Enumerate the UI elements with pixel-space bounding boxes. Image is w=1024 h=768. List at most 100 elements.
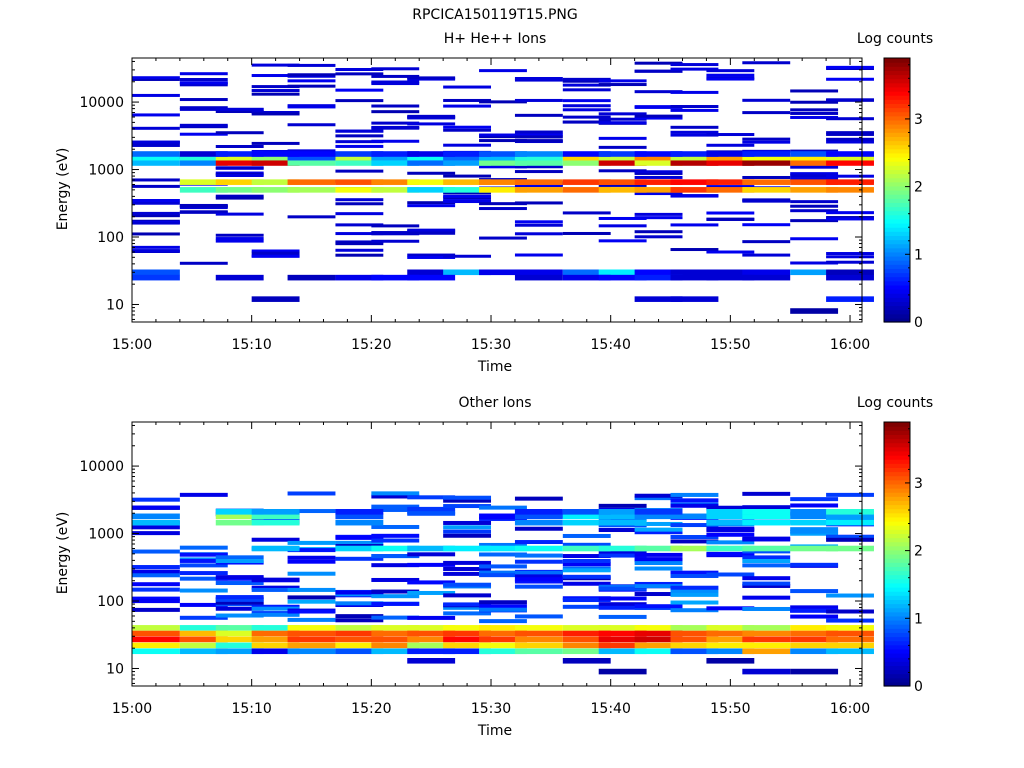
x-tick-label: 15:30 xyxy=(471,337,511,353)
colorbar-segment xyxy=(884,103,910,109)
colorbar-segment xyxy=(884,632,910,638)
heatmap-cell xyxy=(443,529,492,534)
heatmap-cell xyxy=(790,179,839,185)
colorbar-segment xyxy=(884,82,910,88)
heatmap-cell xyxy=(479,165,527,169)
heatmap-cell xyxy=(215,233,264,237)
heatmap-cell xyxy=(335,545,384,552)
heatmap-cell xyxy=(287,599,336,604)
heatmap-cell xyxy=(335,601,384,606)
heatmap-cell xyxy=(562,604,611,609)
heatmap-cell xyxy=(479,607,527,612)
heatmap-cell xyxy=(562,154,611,161)
heatmap-cell xyxy=(479,151,527,157)
heatmap-cell xyxy=(407,160,456,166)
heatmap-cell xyxy=(443,582,492,587)
heatmap-cell xyxy=(371,491,420,496)
heatmap-cell xyxy=(670,492,719,497)
heatmap-cell xyxy=(670,274,719,281)
heatmap-cell xyxy=(251,63,300,67)
heatmap-cell xyxy=(443,104,492,108)
heatmap-cell xyxy=(634,151,683,157)
heatmap-cell xyxy=(706,636,755,643)
heatmap-cell xyxy=(407,76,456,80)
heatmap-cell xyxy=(407,228,456,232)
x-tick-label: 15:20 xyxy=(351,337,391,353)
heatmap-cell xyxy=(598,642,647,649)
heatmap-cell xyxy=(670,296,719,302)
heatmap-cell xyxy=(670,194,719,198)
heatmap-cell xyxy=(706,551,755,556)
heatmap-cell xyxy=(742,491,791,496)
heatmap-cell xyxy=(634,561,683,566)
colorbar-segment xyxy=(884,115,910,121)
heatmap-cell xyxy=(634,527,683,532)
heatmap-cell xyxy=(407,151,456,157)
heatmap-cell xyxy=(634,592,683,597)
heatmap-cell xyxy=(443,648,492,655)
heatmap-cell xyxy=(826,252,874,256)
heatmap-cell xyxy=(706,505,755,510)
heatmap-cell xyxy=(132,151,180,157)
heatmap-cell xyxy=(179,648,228,655)
heatmap-cell xyxy=(335,202,384,206)
heatmap-cell xyxy=(335,144,384,148)
heatmap-cell xyxy=(132,221,180,225)
heatmap-cell xyxy=(215,642,264,649)
y-tick-label: 100 xyxy=(97,230,124,246)
heatmap-cell xyxy=(132,642,180,649)
heatmap-cell xyxy=(132,143,180,147)
heatmap-cell xyxy=(407,114,456,118)
heatmap-cell xyxy=(179,107,228,111)
heatmap-cell xyxy=(371,642,420,649)
heatmap-cell xyxy=(742,642,791,649)
heatmap-cell xyxy=(335,129,384,133)
heatmap-cell xyxy=(598,519,647,526)
heatmap-cell xyxy=(790,115,839,119)
heatmap-cell xyxy=(132,525,180,530)
colorbar-segment xyxy=(884,628,910,633)
heatmap-cell xyxy=(634,69,683,73)
heatmap-cell xyxy=(514,269,563,276)
heatmap-cell xyxy=(826,296,874,302)
heatmap-cell xyxy=(562,542,611,547)
heatmap-cell xyxy=(443,269,492,276)
heatmap-cell xyxy=(371,187,420,193)
colorbar-segment xyxy=(884,496,910,501)
heatmap-cell xyxy=(287,179,336,185)
colorbar-segment xyxy=(884,227,910,232)
colorbar-segment xyxy=(884,607,910,613)
heatmap-cell xyxy=(634,513,683,520)
colorbar-segment xyxy=(884,545,910,551)
heatmap-cell xyxy=(335,648,384,655)
heatmap-cell xyxy=(634,496,683,501)
heatmap-cell xyxy=(790,200,839,204)
heatmap-cell xyxy=(251,112,300,116)
heatmap-cell xyxy=(335,630,384,637)
colorbar-segment xyxy=(884,483,910,489)
colorbar-tick-label: 3 xyxy=(914,476,923,492)
heatmap-cell xyxy=(371,615,420,620)
heatmap-cell xyxy=(514,642,563,649)
colorbar-segment xyxy=(884,239,910,245)
heatmap-cell xyxy=(742,576,791,581)
heatmap-cell xyxy=(407,506,456,511)
heatmap-cell xyxy=(287,84,336,88)
colorbar-segment xyxy=(884,280,910,286)
colorbar-segment xyxy=(884,251,910,257)
heatmap-cell xyxy=(179,492,228,497)
colorbar-segment xyxy=(884,566,910,572)
heatmap-cell xyxy=(742,175,791,179)
heatmap-cell xyxy=(215,559,264,564)
heatmap-cell xyxy=(670,133,719,137)
heatmap-cell xyxy=(598,187,647,193)
heatmap-cell xyxy=(514,130,563,134)
colorbar-segment xyxy=(884,301,910,307)
heatmap-cell xyxy=(826,519,874,526)
heatmap-cell xyxy=(371,104,420,108)
heatmap-cell xyxy=(215,509,264,515)
heatmap-cell xyxy=(443,525,492,530)
heatmap-cell xyxy=(179,630,228,637)
heatmap-cell xyxy=(790,172,839,176)
heatmap-cell xyxy=(742,595,791,600)
